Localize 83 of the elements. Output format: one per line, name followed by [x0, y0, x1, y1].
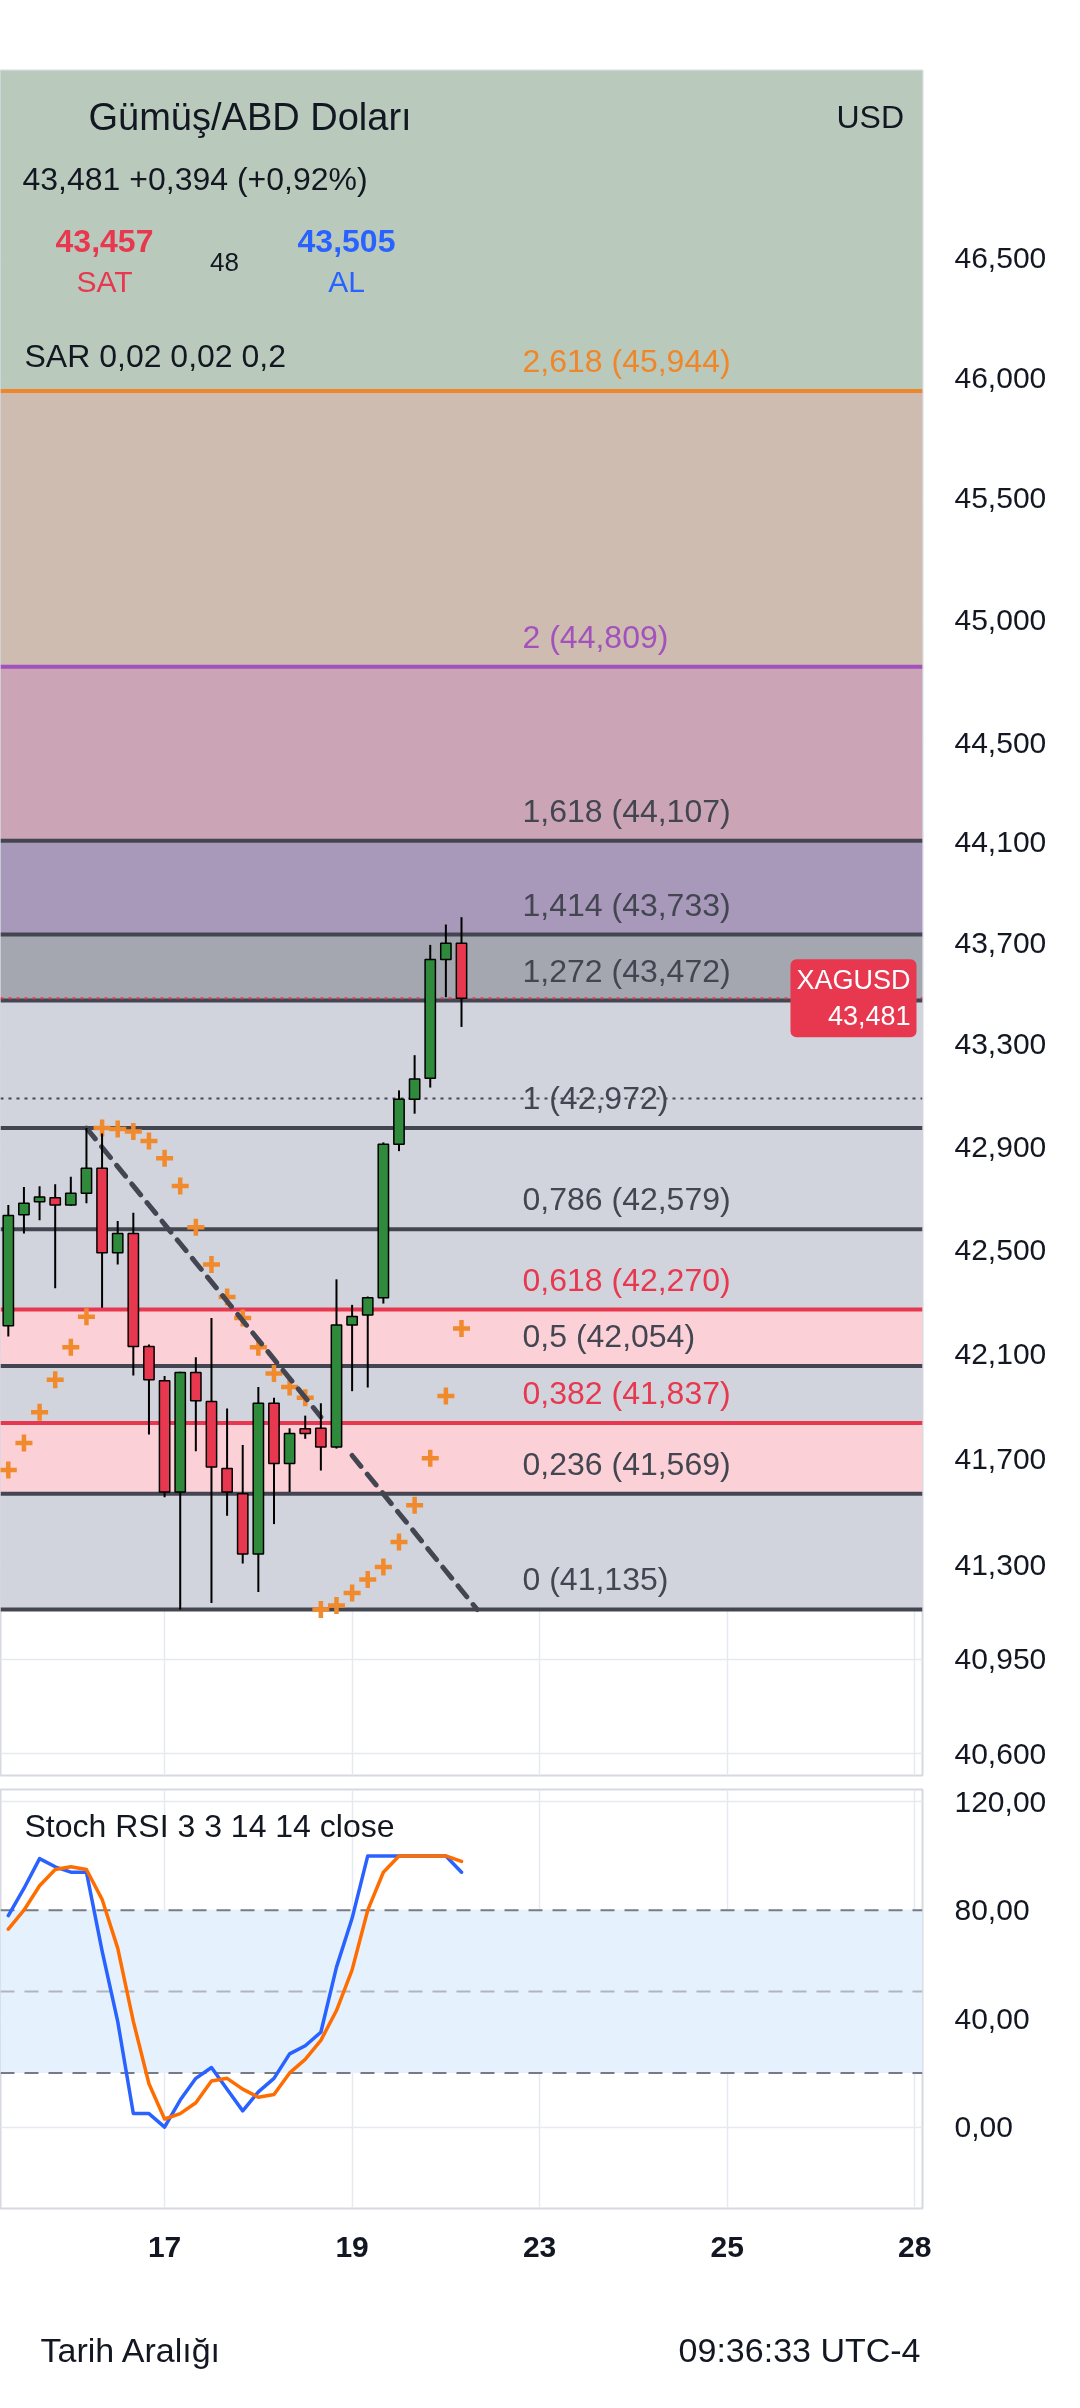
candlestick: [361, 1295, 374, 1389]
ref-line-label: 0 (41,135): [522, 1561, 669, 1598]
y-tick-label: 41,300: [954, 1548, 1047, 1582]
y-tick-label: 44,100: [954, 825, 1047, 859]
point: [325, 1594, 348, 1617]
y-tick-label: 46,000: [954, 360, 1047, 394]
point: [13, 1432, 35, 1454]
y-tick-label: 40,600: [954, 1736, 1047, 1770]
point: [138, 1130, 160, 1152]
point: [28, 1401, 51, 1423]
candlestick: [111, 1219, 124, 1266]
y-tick-label: 80,00: [954, 1893, 1030, 1927]
ref-line-label: 0,618 (42,270): [522, 1261, 731, 1298]
y-tick-label: 40,950: [954, 1642, 1047, 1676]
y-tick-label: 42,100: [954, 1336, 1047, 1370]
point: [435, 1385, 457, 1407]
annotation: 43,505: [297, 222, 396, 259]
candlestick: [18, 1185, 30, 1235]
annotation: 43,457: [55, 222, 154, 259]
point: [169, 1175, 191, 1197]
point: [60, 1336, 82, 1358]
point: [310, 1598, 332, 1621]
ref-line-label: 1 (42,972): [522, 1080, 669, 1117]
y-tick-label: 40,00: [954, 2001, 1030, 2035]
text: 43,481 +0,394 (+0,92%): [22, 160, 368, 197]
y-tick-label: 46,500: [954, 241, 1047, 275]
point: [388, 1531, 410, 1553]
ref-line-label: 0,786 (42,579): [522, 1181, 731, 1218]
ref-line-label: 0,236 (41,569): [522, 1445, 731, 1482]
text: 09:36:33 UTC-4: [678, 2330, 921, 2369]
y-tick-label: 0,00: [954, 2110, 1013, 2144]
text: Gümüş/ABD Doları: [88, 95, 412, 138]
candlestick: [49, 1183, 62, 1290]
annotation: USD: [836, 98, 905, 135]
x-tick-label: 25: [710, 2229, 744, 2263]
x-tick-label: 23: [522, 2229, 557, 2263]
ref-line-label: 1,272 (43,472): [522, 952, 731, 989]
point: [75, 1306, 98, 1328]
point: [200, 1253, 223, 1276]
point: [263, 1362, 285, 1385]
ref-line-label: XAGUSD 43,481: [796, 965, 911, 1032]
annotation: SAT: [76, 265, 133, 298]
point: [153, 1147, 176, 1170]
candlestick: [346, 1303, 359, 1393]
candlestick: [64, 1175, 77, 1207]
ref-line-label: 1,414 (43,733): [522, 886, 731, 923]
ref-line-label: 1,618 (44,107): [522, 792, 731, 829]
point: [44, 1368, 66, 1391]
point: [450, 1317, 473, 1340]
point: [341, 1582, 363, 1604]
y-tick-label: 44,500: [954, 725, 1047, 759]
y-tick-label: 43,300: [954, 1027, 1047, 1061]
x-tick-label: 28: [898, 2229, 932, 2263]
point: [122, 1120, 145, 1143]
point: [0, 1459, 20, 1481]
y-tick-label: 45,500: [954, 481, 1047, 515]
text: Stoch RSI 3 3 14 14 close: [24, 1807, 395, 1844]
annotation: SAR 0,02 0,02 0,2: [24, 337, 287, 374]
point: [372, 1556, 395, 1578]
x-tick-label: 17: [147, 2229, 182, 2263]
y-tick-label: 42,900: [954, 1129, 1047, 1163]
point: [356, 1568, 379, 1591]
y-tick-label: 45,000: [954, 602, 1047, 636]
point: [185, 1216, 207, 1238]
candlestick: [33, 1185, 46, 1222]
ref-line-label: 0,5 (42,054): [522, 1318, 696, 1354]
point: [91, 1117, 113, 1139]
y-tick-label: 41,700: [954, 1442, 1047, 1476]
annotation: AL: [328, 265, 365, 298]
point: [106, 1118, 129, 1140]
ref-line-label: 2 (44,809): [522, 618, 669, 655]
candlestick: [439, 923, 452, 999]
x-tick-label: 19: [335, 2229, 369, 2263]
y-tick-label: 120,00: [954, 1784, 1047, 1818]
ref-line-label: 0,382 (41,837): [522, 1375, 731, 1412]
y-tick-label: 42,500: [954, 1232, 1047, 1266]
y-tick-label: 43,700: [954, 925, 1047, 959]
text: Tarih Aralığı: [40, 2330, 221, 2369]
point: [419, 1447, 441, 1470]
candlestick: [408, 1054, 421, 1115]
ref-line-label: 2,618 (45,944): [522, 343, 731, 380]
annotation: 48: [210, 246, 239, 277]
point: [403, 1494, 426, 1516]
